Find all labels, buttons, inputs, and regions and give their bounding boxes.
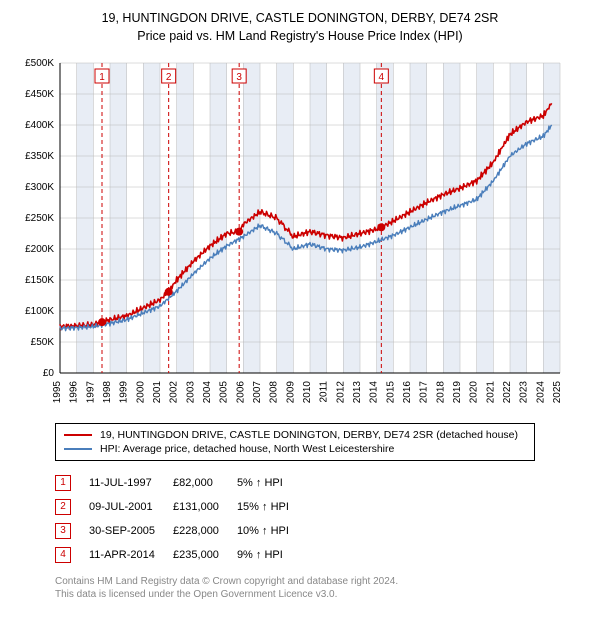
svg-text:£50K: £50K bbox=[31, 337, 55, 348]
svg-text:2008: 2008 bbox=[269, 381, 280, 404]
legend-row-property: 19, HUNTINGDON DRIVE, CASTLE DONINGTON, … bbox=[64, 428, 526, 442]
svg-text:3: 3 bbox=[236, 72, 242, 83]
sale-marker-box: 4 bbox=[55, 547, 71, 563]
attribution-line-2: This data is licensed under the Open Gov… bbox=[55, 588, 590, 601]
svg-text:2025: 2025 bbox=[552, 381, 563, 404]
sale-date: 09-JUL-2001 bbox=[89, 495, 173, 519]
svg-text:2012: 2012 bbox=[335, 381, 346, 404]
sale-pct: 15% ↑ HPI bbox=[237, 495, 307, 519]
svg-text:2021: 2021 bbox=[485, 381, 496, 404]
svg-text:2020: 2020 bbox=[469, 381, 480, 404]
chart-title-block: 19, HUNTINGDON DRIVE, CASTLE DONINGTON, … bbox=[10, 10, 590, 45]
svg-text:2014: 2014 bbox=[369, 381, 380, 404]
svg-text:1999: 1999 bbox=[119, 381, 130, 404]
sale-marker-box: 2 bbox=[55, 499, 71, 515]
chart-svg: £0 £50K £100K £150K £200K £250K £300K £350K £400… bbox=[10, 53, 570, 413]
sale-date: 11-JUL-1997 bbox=[89, 471, 173, 495]
svg-text:2016: 2016 bbox=[402, 381, 413, 404]
svg-text:£350K: £350K bbox=[25, 151, 54, 162]
svg-text:2: 2 bbox=[166, 72, 172, 83]
svg-text:2001: 2001 bbox=[152, 381, 163, 404]
legend-label-hpi: HPI: Average price, detached house, Nort… bbox=[100, 443, 394, 455]
sale-marker-cell: 3 bbox=[55, 519, 89, 543]
svg-text:4: 4 bbox=[379, 72, 385, 83]
svg-text:1: 1 bbox=[99, 72, 105, 83]
legend-label-property: 19, HUNTINGDON DRIVE, CASTLE DONINGTON, … bbox=[100, 429, 518, 441]
svg-text:£450K: £450K bbox=[25, 89, 54, 100]
sale-pct: 10% ↑ HPI bbox=[237, 519, 307, 543]
sale-price: £228,000 bbox=[173, 519, 237, 543]
svg-text:£100K: £100K bbox=[25, 306, 54, 317]
svg-text:2010: 2010 bbox=[302, 381, 313, 404]
attribution: Contains HM Land Registry data © Crown c… bbox=[55, 575, 590, 601]
sale-marker-box: 3 bbox=[55, 523, 71, 539]
sale-row: 3 30-SEP-2005£228,00010% ↑ HPI bbox=[55, 519, 307, 543]
svg-text:2024: 2024 bbox=[535, 381, 546, 404]
svg-text:2004: 2004 bbox=[202, 381, 213, 404]
svg-text:2022: 2022 bbox=[502, 381, 513, 404]
svg-text:£500K: £500K bbox=[25, 58, 54, 69]
svg-text:1995: 1995 bbox=[52, 381, 63, 404]
svg-text:£300K: £300K bbox=[25, 182, 54, 193]
sales-table: 1 11-JUL-1997£82,0005% ↑ HPI 2 09-JUL-2001£… bbox=[55, 471, 307, 567]
svg-text:£250K: £250K bbox=[25, 213, 54, 224]
svg-text:2018: 2018 bbox=[435, 381, 446, 404]
svg-text:2013: 2013 bbox=[352, 381, 363, 404]
sale-price: £131,000 bbox=[173, 495, 237, 519]
svg-text:£0: £0 bbox=[43, 368, 55, 379]
sale-price: £235,000 bbox=[173, 543, 237, 567]
svg-text:2017: 2017 bbox=[419, 381, 430, 404]
svg-text:1997: 1997 bbox=[85, 381, 96, 404]
legend: 19, HUNTINGDON DRIVE, CASTLE DONINGTON, … bbox=[55, 423, 535, 461]
svg-text:£400K: £400K bbox=[25, 120, 54, 131]
svg-text:2007: 2007 bbox=[252, 381, 263, 404]
legend-row-hpi: HPI: Average price, detached house, Nort… bbox=[64, 442, 526, 456]
legend-swatch-property bbox=[64, 434, 92, 436]
svg-text:2003: 2003 bbox=[185, 381, 196, 404]
sale-marker-cell: 1 bbox=[55, 471, 89, 495]
svg-text:1996: 1996 bbox=[69, 381, 80, 404]
sale-price: £82,000 bbox=[173, 471, 237, 495]
legend-swatch-hpi bbox=[64, 448, 92, 450]
svg-text:£150K: £150K bbox=[25, 275, 54, 286]
svg-text:2019: 2019 bbox=[452, 381, 463, 404]
title-line-1: 19, HUNTINGDON DRIVE, CASTLE DONINGTON, … bbox=[10, 10, 590, 28]
sale-row: 1 11-JUL-1997£82,0005% ↑ HPI bbox=[55, 471, 307, 495]
attribution-line-1: Contains HM Land Registry data © Crown c… bbox=[55, 575, 590, 588]
svg-text:£200K: £200K bbox=[25, 244, 54, 255]
sale-date: 30-SEP-2005 bbox=[89, 519, 173, 543]
sale-row: 2 09-JUL-2001£131,00015% ↑ HPI bbox=[55, 495, 307, 519]
svg-text:2000: 2000 bbox=[135, 381, 146, 404]
svg-text:1998: 1998 bbox=[102, 381, 113, 404]
sale-marker-box: 1 bbox=[55, 475, 71, 491]
title-line-2: Price paid vs. HM Land Registry's House … bbox=[10, 28, 590, 46]
sale-pct: 9% ↑ HPI bbox=[237, 543, 307, 567]
svg-text:2002: 2002 bbox=[169, 381, 180, 404]
svg-text:2015: 2015 bbox=[385, 381, 396, 404]
svg-text:2005: 2005 bbox=[219, 381, 230, 404]
price-chart: £0 £50K £100K £150K £200K £250K £300K £350K £400… bbox=[10, 53, 590, 413]
svg-text:2006: 2006 bbox=[235, 381, 246, 404]
sale-marker-cell: 4 bbox=[55, 543, 89, 567]
sale-row: 4 11-APR-2014£235,0009% ↑ HPI bbox=[55, 543, 307, 567]
sale-date: 11-APR-2014 bbox=[89, 543, 173, 567]
sale-marker-cell: 2 bbox=[55, 495, 89, 519]
svg-text:2011: 2011 bbox=[319, 381, 330, 403]
svg-text:2009: 2009 bbox=[285, 381, 296, 404]
svg-text:2023: 2023 bbox=[519, 381, 530, 404]
sale-pct: 5% ↑ HPI bbox=[237, 471, 307, 495]
